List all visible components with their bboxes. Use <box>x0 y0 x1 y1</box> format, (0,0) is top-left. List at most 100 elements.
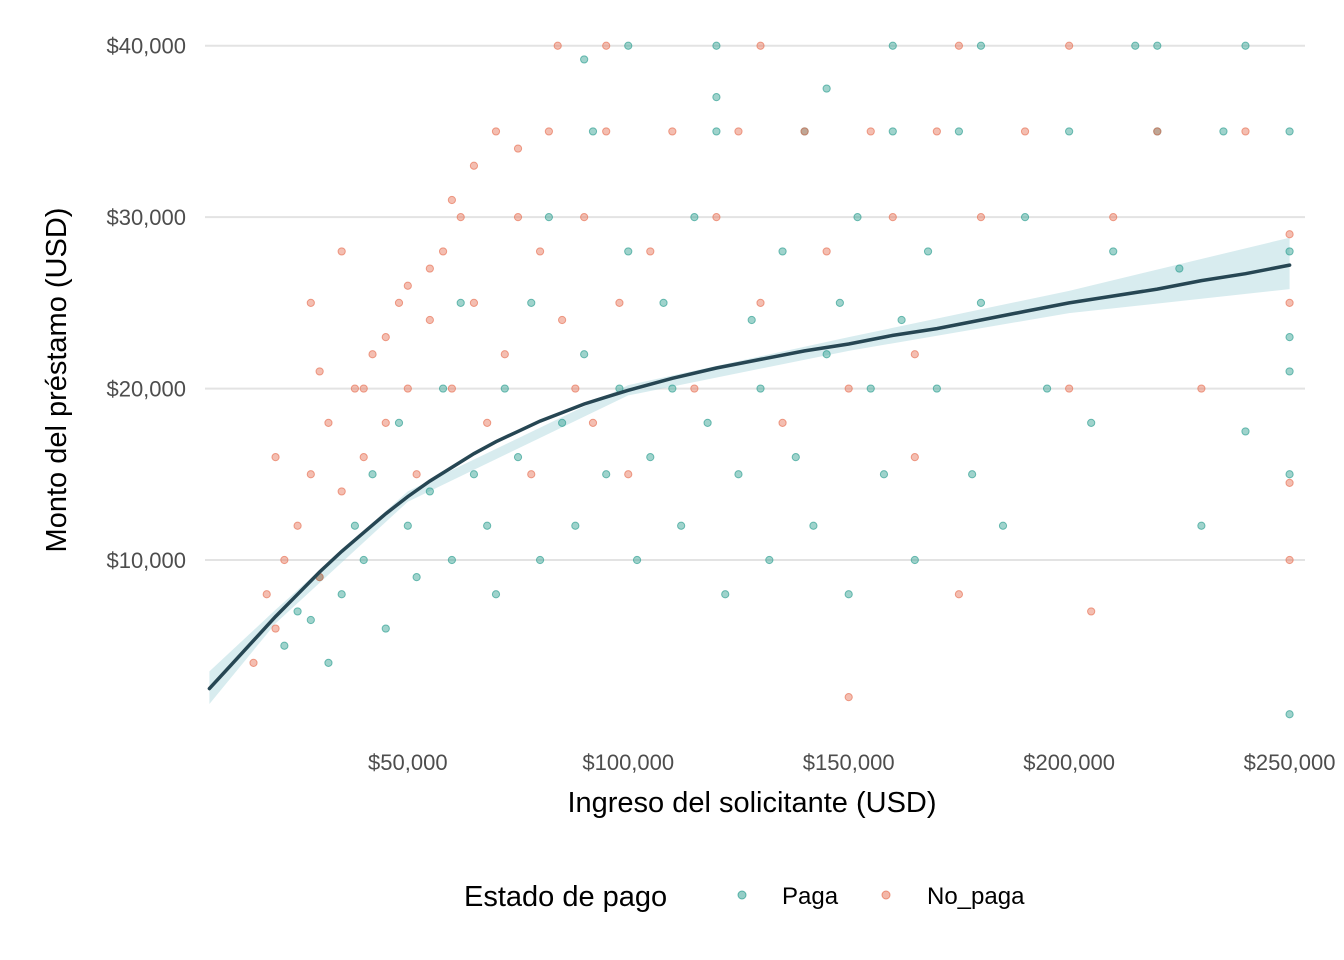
point-paga-16 <box>456 298 465 307</box>
point-paga-6 <box>350 521 359 530</box>
point-no-paga-65 <box>1065 384 1074 393</box>
point-paga-35 <box>668 384 677 393</box>
point-paga-27 <box>580 350 589 359</box>
point-paga-36 <box>677 521 686 530</box>
smooth-line-layer <box>207 263 1292 691</box>
point-no-paga-4 <box>293 521 302 530</box>
point-no-paga-72 <box>359 384 368 393</box>
point-paga-89 <box>1241 427 1250 436</box>
point-paga-57 <box>910 555 919 565</box>
point-paga-60 <box>954 127 964 136</box>
point-no-paga-61 <box>553 41 562 50</box>
point-no-paga-8 <box>337 487 346 496</box>
point-no-paga-10 <box>359 453 368 462</box>
point-paga-49 <box>822 350 831 359</box>
point-paga-11 <box>403 521 412 530</box>
point-paga-21 <box>513 453 523 462</box>
point-paga-74 <box>1241 41 1250 50</box>
point-paga-53 <box>866 384 875 393</box>
point-no-paga-69 <box>306 298 315 307</box>
x-tick-label-3: $200,000 <box>1023 750 1115 775</box>
point-no-paga-13 <box>394 298 404 307</box>
point-no-paga-38 <box>712 213 721 222</box>
point-no-paga-11 <box>368 350 377 359</box>
point-paga-79 <box>712 41 721 50</box>
point-paga-81 <box>580 55 589 64</box>
point-no-paga-48 <box>932 127 941 136</box>
point-paga-66 <box>1065 127 1074 136</box>
point-no-paga-43 <box>822 247 831 256</box>
point-no-paga-74 <box>403 281 412 290</box>
point-paga-39 <box>712 127 721 136</box>
point-paga-33 <box>646 453 655 462</box>
points-layer <box>249 41 1294 719</box>
point-no-paga-39 <box>734 127 743 136</box>
point-paga-34 <box>659 298 668 307</box>
point-no-paga-40 <box>756 298 765 307</box>
point-no-paga-23 <box>500 350 509 359</box>
point-paga-5 <box>337 590 346 599</box>
point-paga-56 <box>897 315 906 325</box>
point-paga-73 <box>1219 127 1228 136</box>
point-paga-10 <box>394 418 404 427</box>
point-paga-77 <box>1285 710 1294 719</box>
point-paga-71 <box>1175 264 1184 273</box>
point-paga-18 <box>483 521 492 530</box>
point-no-paga-0 <box>249 658 258 667</box>
point-paga-48 <box>809 521 818 530</box>
point-no-paga-21 <box>483 418 492 427</box>
point-paga-42 <box>747 315 756 325</box>
point-no-paga-16 <box>425 315 434 325</box>
point-no-paga-14 <box>403 384 412 393</box>
point-no-paga-27 <box>544 127 553 136</box>
point-paga-61 <box>968 470 977 479</box>
point-no-paga-5 <box>306 470 315 479</box>
point-paga-24 <box>544 213 553 222</box>
point-no-paga-68 <box>337 247 346 256</box>
legend-title: Estado de pago <box>464 881 667 913</box>
point-no-paga-76 <box>447 195 456 205</box>
point-no-paga-55 <box>1197 384 1206 393</box>
point-no-paga-2 <box>271 624 280 633</box>
point-no-paga-75 <box>425 264 434 273</box>
point-paga-9 <box>381 624 390 633</box>
point-no-paga-54 <box>1153 127 1162 136</box>
point-paga-83 <box>1153 41 1162 50</box>
point-paga-50 <box>835 298 844 307</box>
legend-key-paga <box>737 890 747 900</box>
point-paga-76 <box>1285 470 1294 479</box>
point-no-paga-34 <box>624 470 633 479</box>
x-tick-label-4: $250,000 <box>1244 750 1336 775</box>
point-paga-40 <box>721 590 730 599</box>
point-no-paga-33 <box>615 298 624 307</box>
point-paga-23 <box>535 555 545 565</box>
point-no-paga-44 <box>844 384 853 393</box>
point-no-paga-17 <box>438 247 448 256</box>
point-no-paga-46 <box>888 213 897 222</box>
point-no-paga-24 <box>513 213 523 222</box>
point-paga-51 <box>844 590 853 599</box>
point-paga-68 <box>1109 247 1118 256</box>
point-no-paga-36 <box>668 127 677 136</box>
point-paga-22 <box>527 298 536 307</box>
x-axis-title: Ingreso del solicitante (USD) <box>567 787 936 819</box>
point-paga-87 <box>1285 367 1294 376</box>
point-paga-1 <box>293 607 302 616</box>
point-paga-45 <box>778 247 787 256</box>
point-no-paga-37 <box>690 384 699 393</box>
point-paga-86 <box>1285 247 1294 256</box>
point-paga-75 <box>1285 127 1294 136</box>
y-tick-labels: $10,000 $20,000 $30,000 $40,000 <box>106 34 186 573</box>
point-paga-63 <box>998 521 1008 530</box>
point-no-paga-66 <box>1087 607 1096 616</box>
point-paga-29 <box>602 470 611 479</box>
point-paga-14 <box>438 384 448 393</box>
point-no-paga-77 <box>469 161 479 170</box>
y-tick-label-1: $20,000 <box>106 377 186 402</box>
legend-label-no-paga: No_paga <box>927 883 1025 910</box>
x-tick-label-2: $150,000 <box>803 750 895 775</box>
point-paga-31 <box>624 247 633 256</box>
smooth-trend-line <box>207 263 1292 691</box>
legend-key-no-paga <box>881 890 891 900</box>
point-no-paga-70 <box>271 453 280 462</box>
